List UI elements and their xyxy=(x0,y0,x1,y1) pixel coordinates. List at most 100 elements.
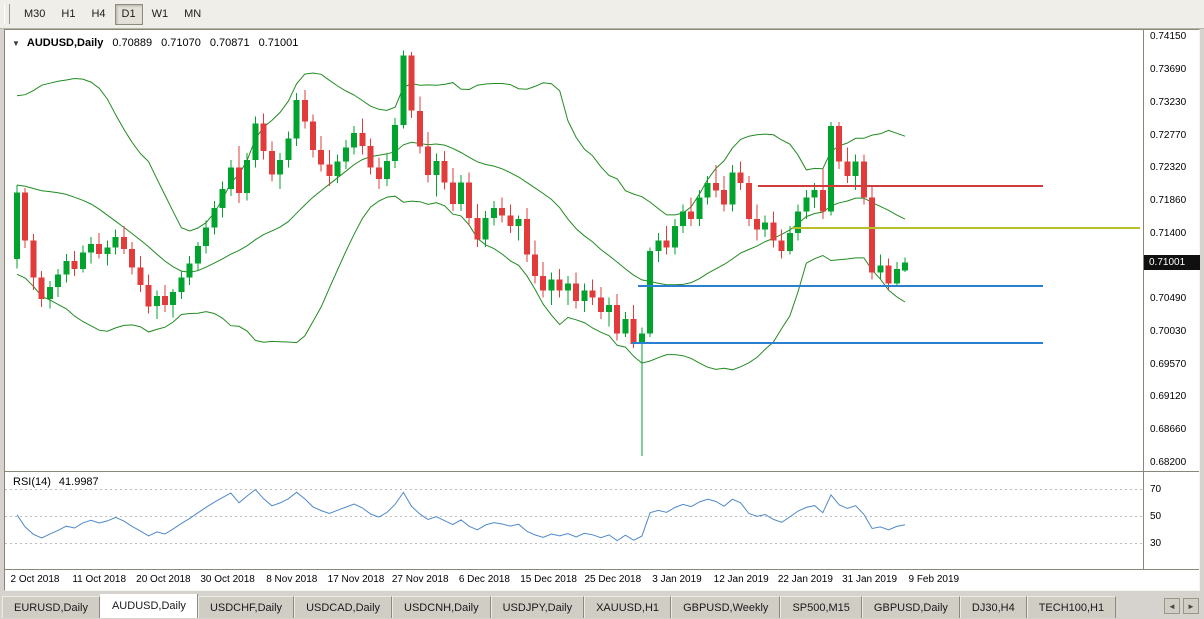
indicator-splitter[interactable] xyxy=(5,471,1199,472)
candle xyxy=(844,147,851,184)
rsi-axis-label: 30 xyxy=(1150,537,1162,549)
price-axis-label: 0.69570 xyxy=(1150,358,1187,370)
candle xyxy=(663,226,670,255)
chart-tabs: EURUSD,Daily AUDUSD,Daily USDCHF,Daily USDC… xyxy=(2,594,1160,618)
candle xyxy=(630,304,637,348)
candle xyxy=(803,190,810,219)
timeframe-button-mn[interactable]: MN xyxy=(177,4,208,25)
chart-tab-eurusd-daily[interactable]: EURUSD,Daily xyxy=(2,596,100,618)
candle xyxy=(638,327,645,456)
candle xyxy=(88,236,94,264)
chart-tab-usdjpy-daily[interactable]: USDJPY,Daily xyxy=(490,596,585,618)
chart-tab-xauusd-h1[interactable]: XAUUSD,H1 xyxy=(584,596,672,618)
candle xyxy=(877,254,884,280)
candle xyxy=(614,294,621,341)
candle xyxy=(112,229,119,255)
tab-scroll-right-button[interactable]: ► xyxy=(1183,598,1199,614)
candle xyxy=(589,279,596,305)
candle xyxy=(63,254,70,283)
timeframe-button-m30[interactable]: M30 xyxy=(17,4,52,25)
candle xyxy=(351,125,358,155)
timeframe-button-h4[interactable]: H4 xyxy=(84,4,112,25)
candle xyxy=(129,241,136,275)
timeframe-button-h1[interactable]: H1 xyxy=(54,4,82,25)
candles xyxy=(14,50,908,456)
timeframe-button-d1[interactable]: D1 xyxy=(114,3,143,25)
candle xyxy=(778,229,785,259)
chart-tab-tech100-h1[interactable]: TECH100,H1 xyxy=(1026,596,1117,618)
candlestick-chart xyxy=(14,50,1140,456)
bollinger-bands xyxy=(16,72,906,371)
candle xyxy=(490,201,497,226)
price-axis-label: 0.69120 xyxy=(1150,391,1187,403)
candle xyxy=(137,256,144,292)
rsi-axis-label: 70 xyxy=(1150,483,1162,495)
tab-scroll-buttons: ◄ ► xyxy=(1164,598,1199,614)
time-axis-label: 2 Oct 2018 xyxy=(10,574,60,585)
candle xyxy=(770,211,777,248)
chart-symbol-title: AUDUSD,Daily xyxy=(26,37,104,49)
candle xyxy=(729,165,736,212)
price-axis-label: 0.68200 xyxy=(1150,457,1187,469)
candle xyxy=(449,168,456,211)
candle xyxy=(712,165,719,198)
timeframe-button-w1[interactable]: W1 xyxy=(145,4,176,25)
chart-tab-audusd-daily[interactable]: AUDUSD,Daily xyxy=(99,594,198,618)
chart-tab-gbpusd-daily[interactable]: GBPUSD,Daily xyxy=(861,596,960,618)
toolbar-grip[interactable] xyxy=(4,4,10,24)
ohlc-low: 0.70871 xyxy=(209,37,250,49)
price-axis-label: 0.74150 xyxy=(1150,31,1187,43)
candle xyxy=(71,251,78,277)
candle xyxy=(178,270,185,300)
time-axis-label: 31 Jan 2019 xyxy=(842,574,898,585)
chart-tab-usdchf-daily[interactable]: USDCHF,Daily xyxy=(197,596,295,618)
candle xyxy=(342,140,349,169)
price-axis-label: 0.68660 xyxy=(1150,424,1187,436)
candle xyxy=(79,245,86,273)
rsi-chart xyxy=(5,488,1143,544)
candle xyxy=(22,188,29,249)
candle xyxy=(153,290,160,320)
candle xyxy=(326,150,333,186)
ohlc-close: 0.71001 xyxy=(258,37,299,49)
candle xyxy=(737,161,744,191)
chart-tab-sp500-m15[interactable]: SP500,M15 xyxy=(780,596,862,618)
price-axis-label: 0.71860 xyxy=(1150,194,1187,206)
candle xyxy=(384,153,390,186)
candle xyxy=(375,157,382,189)
candle xyxy=(38,271,45,307)
candle xyxy=(671,218,678,255)
candle xyxy=(482,211,489,247)
rsi-panel xyxy=(5,472,1143,568)
candle xyxy=(564,276,571,305)
candle xyxy=(219,181,226,218)
candle xyxy=(795,204,802,241)
candle xyxy=(655,233,662,262)
candle xyxy=(860,154,867,205)
chart-tab-gbpusd-weekly[interactable]: GBPUSD,Weekly xyxy=(671,596,781,618)
chart-marker-icon[interactable]: ▼ xyxy=(12,38,20,48)
candle xyxy=(104,240,111,266)
chart-tab-usdcnh-daily[interactable]: USDCNH,Daily xyxy=(392,596,491,618)
time-axis-label: 15 Dec 2018 xyxy=(520,574,577,585)
candle xyxy=(14,185,20,269)
candle xyxy=(145,274,152,314)
chart-tab-usdcad-daily[interactable]: USDCAD,Daily xyxy=(294,596,393,618)
time-axis-label: 9 Feb 2019 xyxy=(908,574,960,585)
ohlc-high: 0.71070 xyxy=(161,37,201,49)
tab-scroll-left-button[interactable]: ◄ xyxy=(1164,598,1180,614)
time-axis-label: 27 Nov 2018 xyxy=(391,574,449,585)
price-axis-label: 0.72770 xyxy=(1150,129,1187,141)
candle xyxy=(819,168,826,219)
candle xyxy=(244,153,251,201)
candle xyxy=(523,208,530,262)
candle xyxy=(334,154,341,184)
candle xyxy=(869,186,876,280)
candle xyxy=(416,96,423,154)
candle xyxy=(622,312,629,337)
candle xyxy=(120,226,127,254)
chart-tab-dj30-h4[interactable]: DJ30,H4 xyxy=(959,596,1027,618)
rsi-axis-label: 50 xyxy=(1150,510,1162,522)
time-axis-label: 25 Dec 2018 xyxy=(584,574,642,585)
